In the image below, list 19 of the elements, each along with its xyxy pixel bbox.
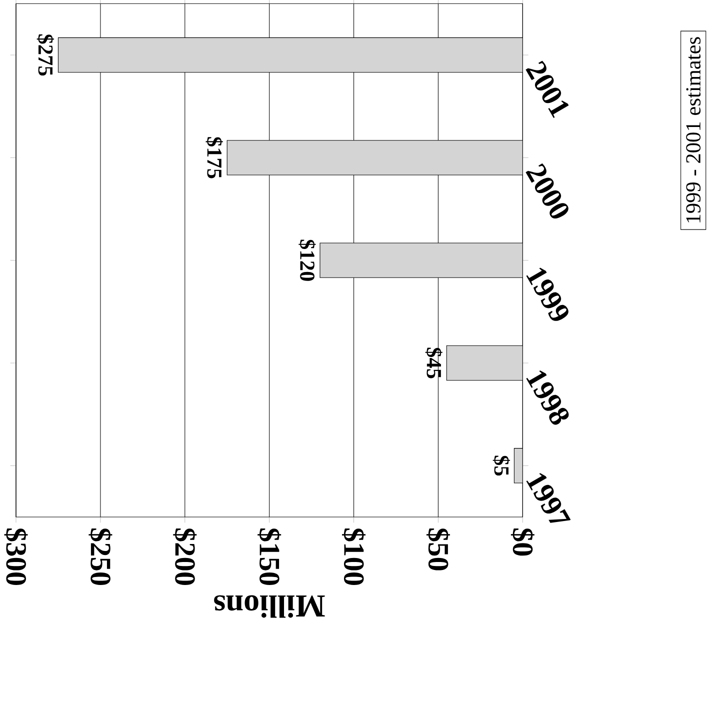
bar [320,242,523,278]
x-tick-label: $200 [173,528,197,585]
x-tick-label: $50 [426,528,450,570]
data-label: $45 [425,348,442,378]
bar [514,448,523,484]
x-tick-label: $300 [4,528,28,585]
x-tick-label: $0 [510,528,534,556]
bar [226,140,523,176]
bar [58,37,523,73]
x-axis-title: Millions [214,595,325,618]
data-label: $175 [206,137,223,178]
bar [446,345,523,381]
data-label: $275 [36,34,54,76]
text: 1999 - 2001 estimates [686,37,701,222]
data-label: $120 [298,240,316,281]
x-tick-label: $100 [342,528,366,585]
x-tick-label: $150 [258,528,282,585]
data-label: $5 [492,456,510,476]
x-tick-label: $250 [88,528,112,585]
